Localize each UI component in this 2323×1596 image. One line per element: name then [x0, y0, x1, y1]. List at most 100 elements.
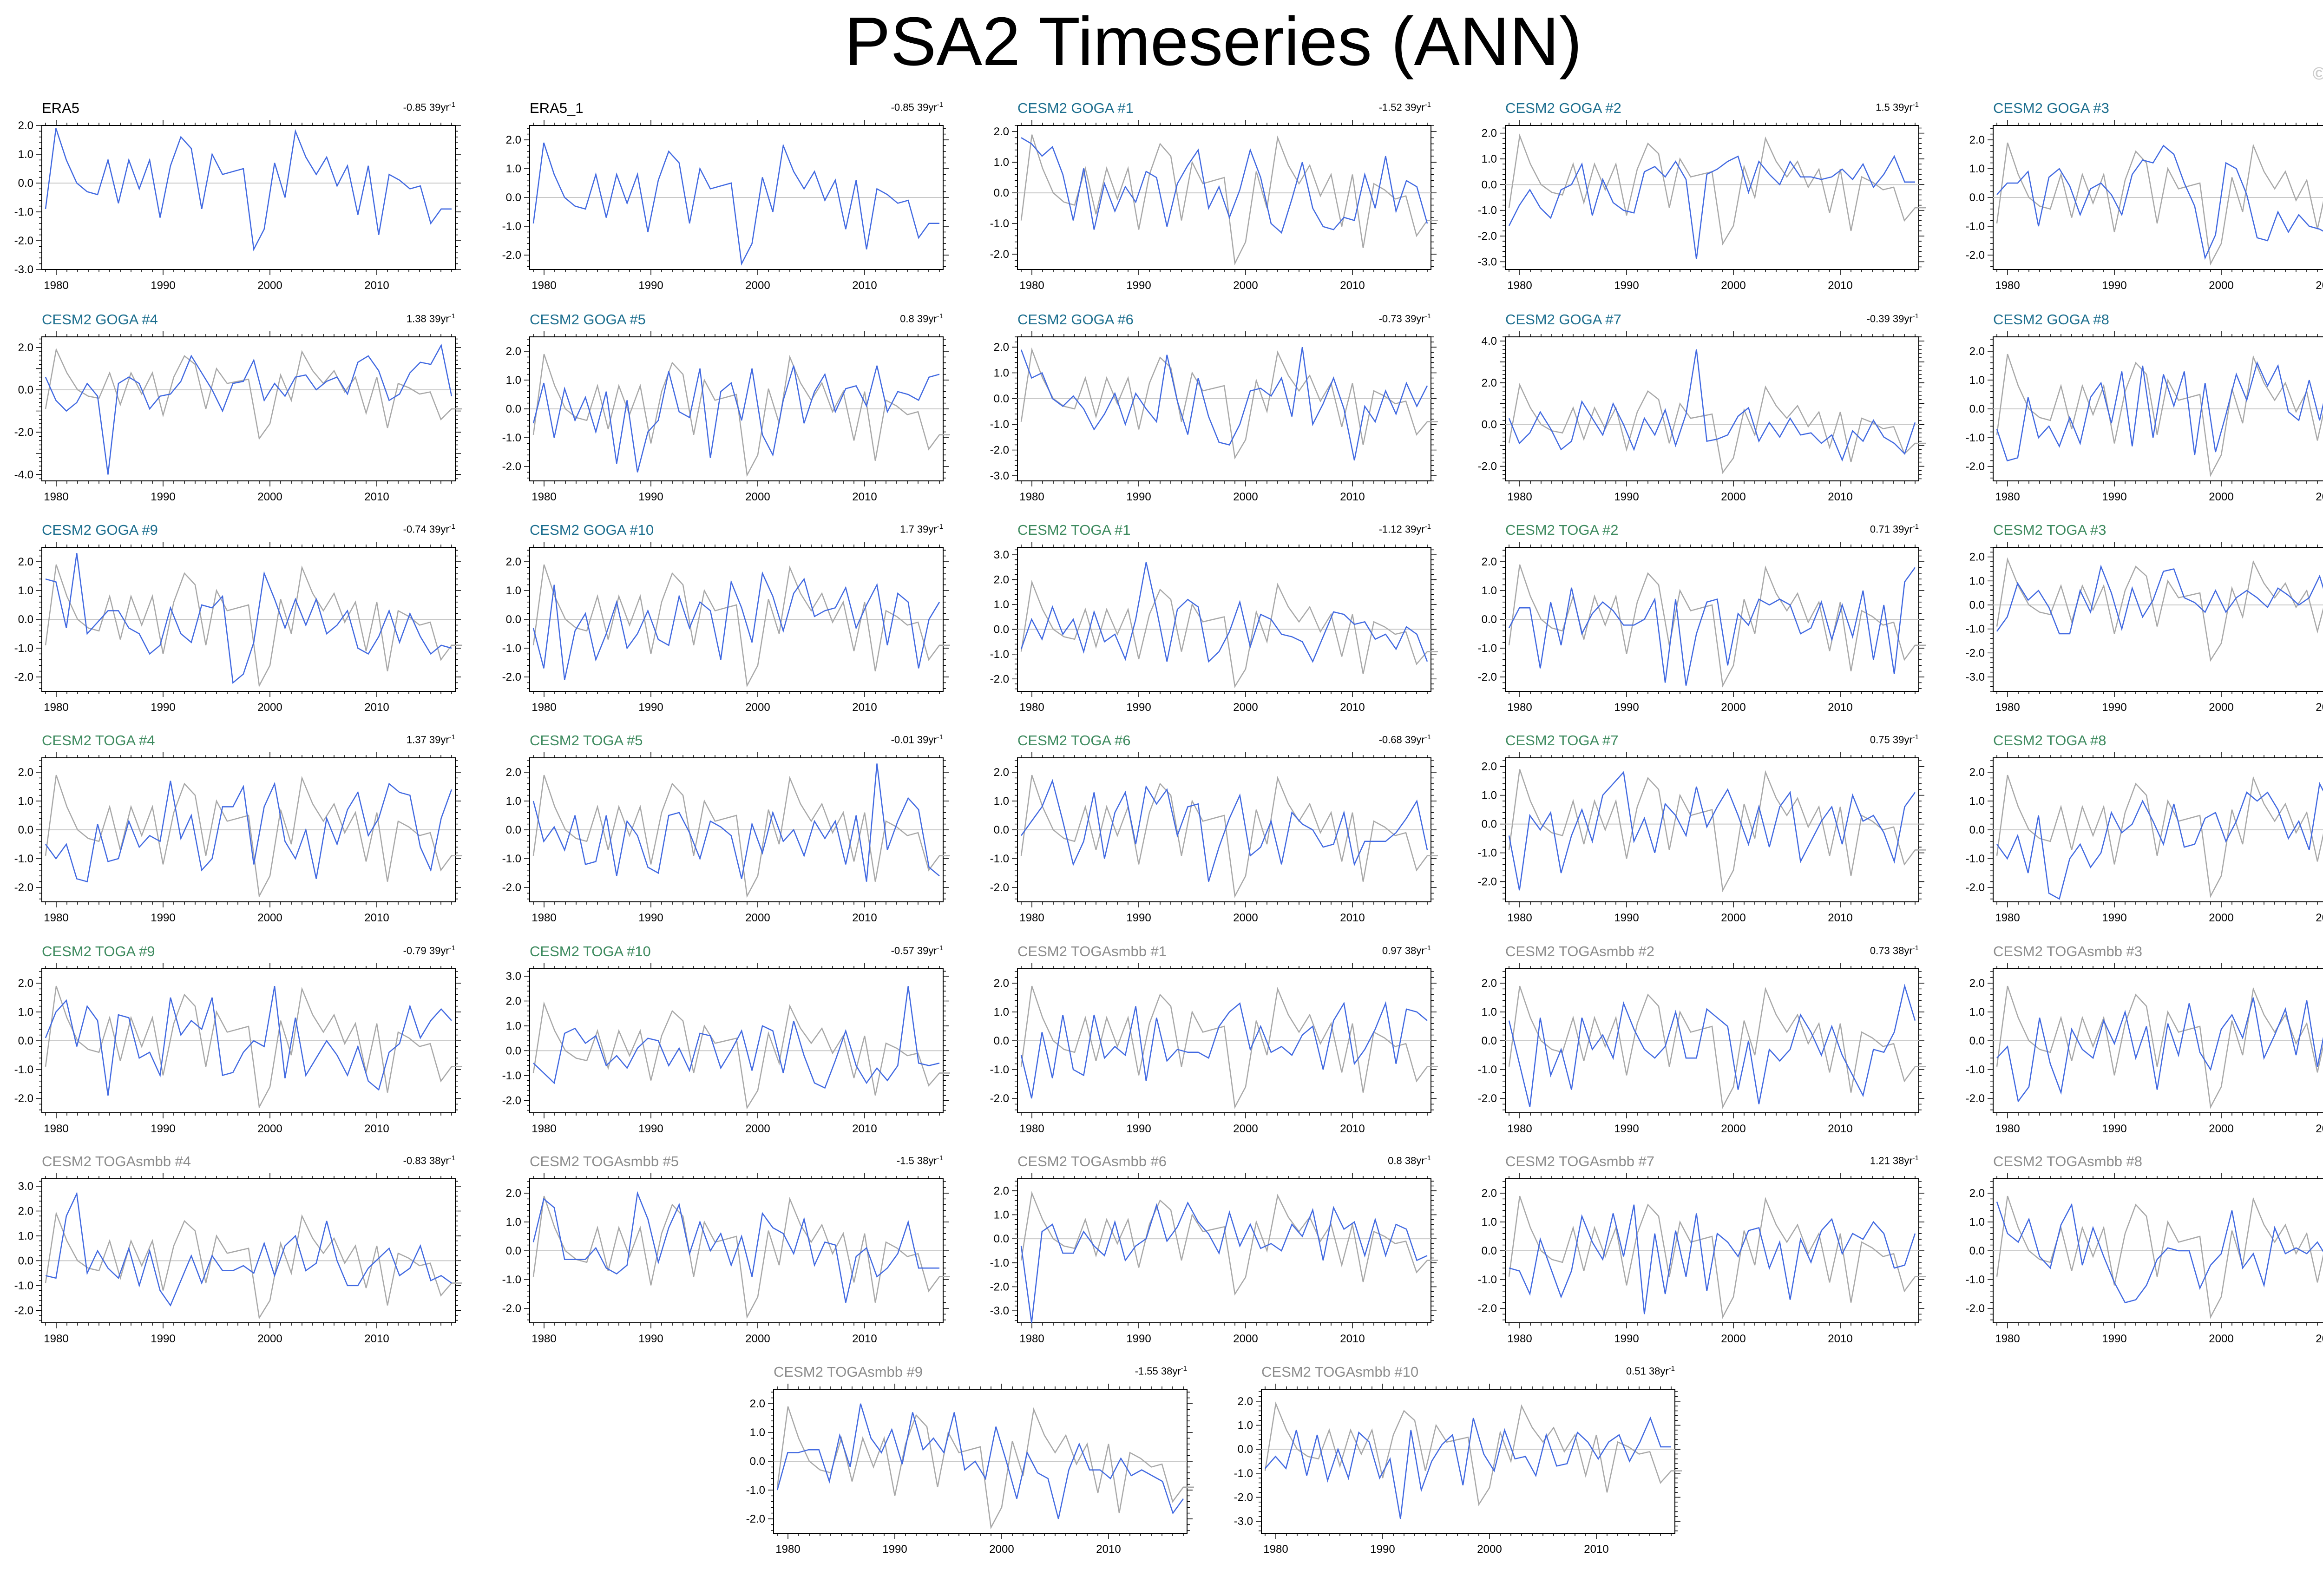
x-tick-label: 2000: [257, 279, 282, 292]
x-tick-label: 1990: [151, 1333, 175, 1345]
trend-label: 0.71 39yr-1: [1870, 523, 1919, 535]
series-line: [532, 142, 939, 266]
y-tick-label: -1.0: [1966, 220, 1985, 233]
panel-31: CESM2 TOGAsmbb #9 -1.55 38yr-1 -2.0 -1.0 0.0…: [732, 1364, 1194, 1563]
y-tick-label: 1.0: [506, 163, 521, 175]
panel-title: CESM2 TOGAsmbb #7: [1505, 1153, 1655, 1169]
x-tick-label: 1980: [44, 1123, 68, 1135]
y-tick-label: 0.0: [994, 393, 1009, 405]
x-tick-label: 2010: [1828, 1333, 1852, 1345]
series-line: [1996, 997, 2323, 1103]
y-tick-label: -2.0: [1966, 881, 1985, 894]
timeseries-plot: -3.0 -2.0 -1.0 0.0 1.0 2.0 1980 1990 2000 2010: [990, 331, 1438, 503]
y-tick-label: 0.0: [1969, 824, 1985, 836]
panel-23: CESM2 TOGAsmbb #1 0.97 38yr-1 -2.0 -1.0 0.0 1…: [976, 943, 1438, 1143]
panel-22: CESM2 TOGA #10 -0.57 39yr-1 -2.0 -1.0 0.0 1.0…: [488, 943, 950, 1143]
series-line: [533, 986, 940, 1089]
panel-title: CESM2 TOGAsmbb #1: [1017, 943, 1167, 959]
y-tick-label: 2.0: [18, 119, 33, 132]
timeseries-plot: -2.0 -1.0 0.0 1.0 2.0 3.0 1980 1990 2000 2010: [14, 1173, 462, 1345]
y-tick-label: -1.0: [1966, 432, 1985, 444]
plot-frame: [1993, 547, 2323, 692]
y-tick-label: 0.0: [1482, 1245, 1497, 1257]
obs-series-line: [1996, 775, 2323, 898]
y-tick-label: -3.0: [14, 263, 33, 276]
y-tick-label: 1.0: [18, 795, 33, 808]
timeseries-plot: -2.0 -1.0 0.0 1.0 2.0 3.0 1980 1990 2000 2010: [990, 542, 1438, 714]
series-line: [532, 763, 940, 882]
panel-title: CESM2 TOGA #9: [42, 943, 155, 959]
obs-series-line: [1264, 1401, 1682, 1506]
x-tick-label: 2010: [1340, 491, 1365, 503]
x-tick-label: 1990: [638, 491, 663, 503]
x-tick-label: 1990: [151, 279, 175, 292]
y-tick-label: 0.0: [750, 1455, 765, 1468]
x-tick-label: 1980: [532, 1333, 556, 1345]
panel-title: CESM2 TOGA #10: [530, 943, 651, 959]
x-tick-label: 2000: [1233, 1333, 1258, 1345]
trend-label: -0.68 39yr-1: [1378, 733, 1431, 746]
panel-14: CESM2 TOGA #2 0.71 39yr-1 -2.0 -1.0 0.0 1.0 2.…: [1463, 522, 1926, 722]
obs-series-line: [1996, 985, 2323, 1109]
obs-series-line: [45, 348, 462, 440]
y-tick-label: 2.0: [1482, 977, 1497, 990]
y-tick-label: -2.0: [502, 249, 521, 262]
panel-title: CESM2 TOGAsmbb #8: [1993, 1153, 2143, 1169]
x-tick-label: 2010: [1828, 491, 1852, 503]
y-tick-label: -1.0: [502, 642, 521, 655]
y-tick-label: -2.0: [990, 673, 1009, 685]
x-tick-label: 1980: [1019, 1123, 1044, 1135]
trend-label: 0.8 39yr-1: [900, 312, 943, 325]
x-tick-label: 2000: [2209, 1333, 2233, 1345]
y-tick-label: 0.0: [1969, 1035, 1985, 1047]
timeseries-plot: -2.0 -1.0 0.0 1.0 2.0 1980 1990 2000 2010: [14, 963, 462, 1135]
series-line: [776, 1403, 1184, 1519]
y-tick-label: -2.0: [990, 248, 1009, 261]
y-tick-label: 0.0: [506, 1044, 521, 1057]
panel-title: CESM2 GOGA #4: [42, 311, 158, 328]
y-tick-label: 3.0: [994, 549, 1009, 561]
panel-title: CESM2 GOGA #3: [1993, 100, 2109, 116]
y-tick-label: 2.0: [994, 766, 1009, 779]
y-tick-label: 1.0: [1482, 1006, 1497, 1018]
panel-title: CESM2 TOGA #3: [1993, 522, 2106, 538]
y-tick-label: -1.0: [1966, 623, 1985, 636]
y-tick-label: 2.0: [750, 1398, 765, 1410]
y-tick-label: 1.0: [1969, 575, 1985, 587]
y-tick-label: 1.0: [1482, 789, 1497, 802]
panel-30: CESM2 TOGAsmbb #8-0.25 38yr-1-2.0-1.00.0…: [1951, 1153, 2323, 1353]
panel-title: CESM2 GOGA #8: [1993, 311, 2109, 328]
y-tick-label: -1.0: [14, 642, 33, 655]
credit-label: © CVDP-LE: [2312, 64, 2323, 84]
y-tick-label: 4.0: [1482, 335, 1497, 348]
x-tick-label: 2010: [1340, 1123, 1365, 1135]
series-line: [532, 571, 940, 680]
y-tick-label: 1.0: [506, 1216, 521, 1228]
y-tick-label: 2.0: [1238, 1395, 1253, 1408]
y-tick-label: -2.0: [1966, 1302, 1985, 1315]
panel-title: CESM2 TOGA #7: [1505, 732, 1619, 749]
y-tick-label: 2.0: [18, 556, 33, 568]
x-tick-label: 2000: [257, 1333, 282, 1345]
panel-2: ERA5_1 -0.85 39yr-1 -2.0 -1.0 0.0 1.0 2.0 1980 1…: [488, 100, 949, 300]
panel-title: ERA5: [42, 100, 79, 116]
panel-3: CESM2 GOGA #1 -1.52 39yr-1 -2.0 -1.0 0.0 1.0 2…: [976, 100, 1438, 300]
series-line: [45, 553, 452, 684]
x-tick-label: 2010: [852, 1123, 877, 1135]
x-tick-label: 1990: [2102, 912, 2126, 924]
timeseries-plot: -2.0 -1.0 0.0 1.0 2.0 1980 1990 2000 2010: [1478, 542, 1926, 714]
y-tick-label: 1.0: [994, 156, 1009, 169]
y-tick-label: 1.0: [994, 1209, 1009, 1222]
obs-series-line: [1020, 1191, 1438, 1296]
panel-28: CESM2 TOGAsmbb #6 0.8 38yr-1 -3.0 -2.0 -1.0 0…: [976, 1153, 1438, 1353]
x-tick-label: 2000: [989, 1543, 1014, 1556]
y-tick-label: -2.0: [1966, 1092, 1985, 1105]
x-tick-label: 1980: [1995, 1333, 2020, 1345]
y-tick-label: 2.0: [994, 341, 1009, 354]
y-tick-label: 0.0: [506, 403, 521, 415]
obs-series-line: [1020, 985, 1438, 1109]
y-tick-label: 1.0: [1969, 795, 1985, 808]
x-tick-label: 1990: [1126, 491, 1151, 503]
y-tick-label: 2.0: [1482, 761, 1497, 773]
y-tick-label: 2.0: [18, 1205, 33, 1217]
